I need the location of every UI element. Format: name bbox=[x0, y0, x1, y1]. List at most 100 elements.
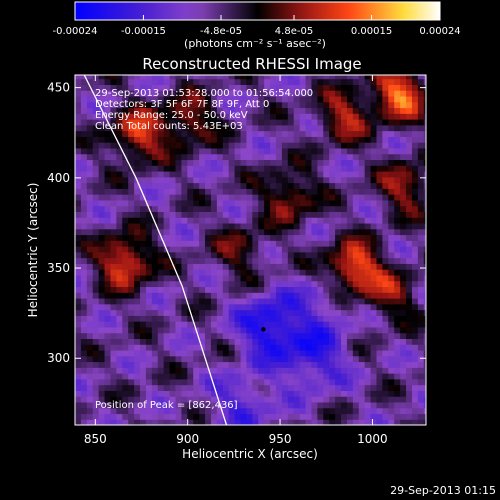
heatmap-cell bbox=[346, 321, 354, 328]
heatmap-cell bbox=[394, 170, 401, 178]
heatmap-cell bbox=[370, 401, 378, 409]
heatmap-cell bbox=[193, 199, 200, 207]
heatmap-cell bbox=[228, 130, 236, 137]
heatmap-cell bbox=[86, 303, 94, 311]
heatmap-cell bbox=[388, 75, 395, 80]
heatmap-cell bbox=[151, 176, 159, 184]
heatmap-cell bbox=[86, 286, 94, 293]
heatmap-cell bbox=[134, 84, 141, 91]
heatmap-cell bbox=[205, 124, 212, 132]
heatmap-cell bbox=[151, 78, 159, 85]
heatmap-cell bbox=[199, 321, 206, 328]
heatmap-cell bbox=[364, 211, 372, 218]
heatmap-cell bbox=[240, 84, 248, 91]
heatmap-cell bbox=[199, 113, 206, 120]
heatmap-cell bbox=[193, 176, 200, 184]
heatmap-cell bbox=[205, 321, 212, 328]
heatmap-cell bbox=[122, 113, 129, 120]
heatmap-cell bbox=[210, 326, 218, 334]
heatmap-cell bbox=[270, 390, 277, 397]
heatmap-cell bbox=[234, 84, 242, 91]
heatmap-cell bbox=[116, 240, 123, 247]
heatmap-cell bbox=[341, 292, 348, 299]
heatmap-cell bbox=[406, 90, 413, 97]
heatmap-cell bbox=[299, 309, 307, 316]
heatmap-cell bbox=[116, 176, 123, 184]
heatmap-cell bbox=[187, 90, 194, 97]
heatmap-cell bbox=[305, 338, 313, 345]
heatmap-cell bbox=[116, 396, 123, 403]
heatmap-cell bbox=[181, 303, 188, 311]
heatmap-cell bbox=[270, 263, 277, 270]
heatmap-cell bbox=[358, 176, 366, 184]
heatmap-cell bbox=[270, 199, 277, 207]
heatmap-cell bbox=[157, 396, 165, 403]
heatmap-cell bbox=[281, 321, 289, 328]
heatmap-cell bbox=[323, 228, 330, 236]
heatmap-cell bbox=[382, 95, 389, 103]
chart-title: Reconstructed RHESSI Image bbox=[142, 55, 361, 73]
heatmap-cell bbox=[406, 297, 413, 305]
heatmap-cell bbox=[98, 367, 106, 374]
heatmap-cell bbox=[423, 292, 426, 299]
heatmap-cell bbox=[305, 165, 313, 172]
heatmap-cell bbox=[281, 217, 289, 224]
heatmap-cell bbox=[305, 274, 313, 282]
heatmap-cell bbox=[370, 194, 378, 201]
heatmap-cell bbox=[222, 361, 230, 368]
heatmap-cell bbox=[222, 407, 230, 415]
heatmap-cell bbox=[329, 124, 336, 132]
heatmap-cell bbox=[122, 390, 129, 397]
heatmap-cell bbox=[228, 246, 236, 253]
heatmap-cell bbox=[258, 344, 265, 351]
heatmap-cell bbox=[234, 407, 242, 415]
heatmap-cell bbox=[199, 246, 206, 253]
heatmap-cell bbox=[406, 113, 413, 120]
heatmap-cell bbox=[275, 269, 283, 276]
heatmap-cell bbox=[157, 176, 165, 184]
heatmap-cell bbox=[252, 367, 259, 374]
heatmap-cell bbox=[270, 217, 277, 224]
heatmap-cell bbox=[228, 309, 236, 316]
heatmap-cell bbox=[406, 419, 413, 425]
heatmap-cell bbox=[323, 107, 330, 114]
heatmap-cell bbox=[240, 332, 248, 339]
heatmap-cell bbox=[181, 349, 188, 357]
heatmap-cell bbox=[293, 222, 301, 230]
heatmap-cell bbox=[80, 194, 88, 201]
heatmap-cell bbox=[240, 309, 248, 316]
heatmap-cell bbox=[299, 390, 307, 397]
heatmap-cell bbox=[181, 384, 188, 391]
heatmap-cell bbox=[187, 107, 194, 114]
heatmap-cell bbox=[411, 124, 419, 132]
heatmap-cell bbox=[394, 321, 401, 328]
heatmap-cell bbox=[199, 326, 206, 334]
heatmap-cell bbox=[281, 194, 289, 201]
heatmap-cell bbox=[323, 188, 330, 195]
heatmap-cell bbox=[240, 228, 248, 236]
heatmap-cell bbox=[293, 90, 301, 97]
heatmap-cell bbox=[352, 194, 360, 201]
heatmap-cell bbox=[98, 113, 106, 120]
heatmap-cell bbox=[157, 332, 165, 339]
heatmap-cell bbox=[128, 390, 135, 397]
heatmap-cell bbox=[406, 361, 413, 368]
heatmap-cell bbox=[341, 234, 348, 241]
heatmap-cell bbox=[163, 194, 171, 201]
heatmap-cell bbox=[98, 355, 106, 363]
heatmap-cell bbox=[406, 401, 413, 409]
heatmap-cell bbox=[110, 326, 117, 334]
heatmap-cell bbox=[400, 251, 407, 259]
heatmap-cell bbox=[358, 390, 366, 397]
heatmap-cell bbox=[145, 257, 153, 264]
heatmap-cell bbox=[104, 182, 112, 189]
heatmap-cell bbox=[264, 303, 271, 311]
heatmap-cell bbox=[145, 78, 153, 85]
heatmap-cell bbox=[128, 413, 135, 420]
heatmap-cell bbox=[406, 390, 413, 397]
heatmap-cell bbox=[341, 303, 348, 311]
heatmap-cell bbox=[346, 390, 354, 397]
heatmap-cell bbox=[400, 263, 407, 270]
heatmap-cell bbox=[311, 228, 318, 236]
heatmap-cell bbox=[151, 90, 159, 97]
